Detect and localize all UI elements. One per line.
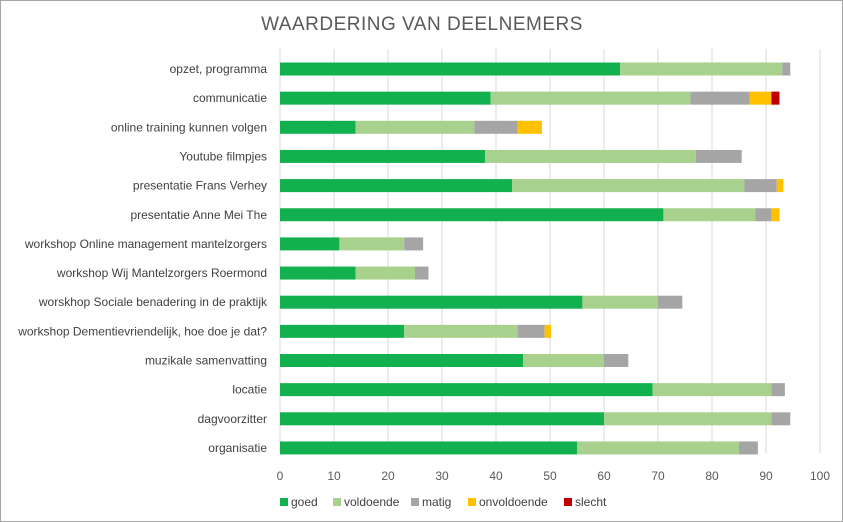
category-label-7: workshop Wij Mantelzorgers Roermond <box>56 266 267 280</box>
bar-matig-0 <box>782 62 791 76</box>
bar-goed-8 <box>280 295 583 309</box>
x-tick-label-40: 40 <box>489 469 503 483</box>
x-tick-label-50: 50 <box>543 469 557 483</box>
bar-onvoldoende-9 <box>544 324 552 338</box>
bar-matig-1 <box>690 91 750 105</box>
bar-goed-3 <box>280 149 486 163</box>
legend-swatch-goed <box>280 498 288 506</box>
bar-goed-12 <box>280 412 604 426</box>
bar-matig-5 <box>755 208 772 222</box>
bar-goed-7 <box>280 266 356 280</box>
category-label-8: worskhop Sociale benadering in de prakti… <box>38 295 268 309</box>
bar-matig-8 <box>658 295 683 309</box>
bar-goed-1 <box>280 91 491 105</box>
legend-label-slecht: slecht <box>575 495 607 509</box>
bar-goed-11 <box>280 383 653 397</box>
legend-swatch-matig <box>411 498 419 506</box>
bar-goed-13 <box>280 441 577 455</box>
x-axis-ticks: 0 10 20 30 40 50 60 70 80 90 100 <box>277 469 831 483</box>
legend-swatch-slecht <box>564 498 572 506</box>
category-label-13: organisatie <box>208 441 267 455</box>
category-label-10: muzikale samenvatting <box>145 354 267 368</box>
category-label-9: workshop Dementievriendelijk, hoe doe je… <box>17 324 267 338</box>
bar-matig-2 <box>474 120 518 134</box>
legend-swatch-onvoldoende <box>468 498 476 506</box>
category-label-5: presentatie Anne Mei The <box>130 208 267 222</box>
bar-matig-11 <box>771 383 785 397</box>
bar-matig-12 <box>771 412 791 426</box>
category-label-12: dagvoorzitter <box>198 412 267 426</box>
category-label-3: Youtube filmpjes <box>179 149 267 163</box>
bar-voldoende-2 <box>355 120 475 134</box>
bar-goed-4 <box>280 179 513 193</box>
bar-slecht-1 <box>771 91 780 105</box>
bar-voldoende-13 <box>577 441 739 455</box>
bar-goed-2 <box>280 120 356 134</box>
category-label-6: workshop Online management mantelzorgers <box>24 237 267 251</box>
legend: goed voldoende matig onvoldoende slecht <box>280 495 607 509</box>
legend-label-onvoldoende: onvoldoende <box>479 495 548 509</box>
bar-voldoende-8 <box>582 295 658 309</box>
bar-matig-3 <box>695 149 742 163</box>
legend-swatch-voldoende <box>333 498 341 506</box>
bar-voldoende-9 <box>404 324 518 338</box>
category-label-2: online training kunnen volgen <box>111 120 267 134</box>
legend-label-voldoende: voldoende <box>344 495 400 509</box>
bar-voldoende-10 <box>523 354 604 367</box>
x-tick-label-100: 100 <box>810 469 830 483</box>
category-label-11: locatie <box>232 383 267 397</box>
x-tick-label-70: 70 <box>651 469 665 483</box>
bar-voldoende-1 <box>490 91 691 105</box>
category-label-4: presentatie Frans Verhey <box>133 179 267 193</box>
bar-voldoende-5 <box>663 208 756 222</box>
category-labels: opzet, programma communicatie online train… <box>17 62 268 455</box>
bar-matig-10 <box>604 354 629 367</box>
bar-goed-0 <box>280 62 621 76</box>
bar-voldoende-6 <box>339 237 405 251</box>
legend-label-goed: goed <box>291 495 318 509</box>
bars <box>280 62 791 455</box>
x-tick-label-90: 90 <box>759 469 773 483</box>
bar-matig-6 <box>404 237 424 251</box>
bar-onvoldoende-4 <box>776 179 784 193</box>
bar-matig-13 <box>739 441 758 455</box>
legend-label-matig: matig <box>422 495 451 509</box>
bar-voldoende-7 <box>355 266 415 280</box>
bar-goed-10 <box>280 354 523 367</box>
bar-voldoende-4 <box>512 179 745 193</box>
bar-voldoende-11 <box>652 383 772 397</box>
bar-goed-5 <box>280 208 664 222</box>
bar-goed-6 <box>280 237 340 251</box>
x-tick-label-0: 0 <box>277 469 284 483</box>
x-tick-label-80: 80 <box>705 469 719 483</box>
x-tick-label-30: 30 <box>435 469 449 483</box>
category-label-0: opzet, programma <box>170 62 268 76</box>
x-tick-label-10: 10 <box>327 469 341 483</box>
bar-voldoende-3 <box>485 149 696 163</box>
bar-matig-9 <box>517 324 545 338</box>
bar-onvoldoende-2 <box>517 120 542 134</box>
x-tick-label-20: 20 <box>381 469 395 483</box>
bar-matig-7 <box>415 266 429 280</box>
bar-onvoldoende-1 <box>749 91 772 105</box>
bar-voldoende-12 <box>604 412 772 426</box>
category-label-1: communicatie <box>193 91 267 105</box>
bar-voldoende-0 <box>620 62 783 76</box>
bar-goed-9 <box>280 324 405 338</box>
bar-matig-4 <box>744 179 777 193</box>
bar-onvoldoende-5 <box>771 208 780 222</box>
chart-title: WAARDERING VAN DEELNEMERS <box>261 14 583 35</box>
x-tick-label-60: 60 <box>597 469 611 483</box>
